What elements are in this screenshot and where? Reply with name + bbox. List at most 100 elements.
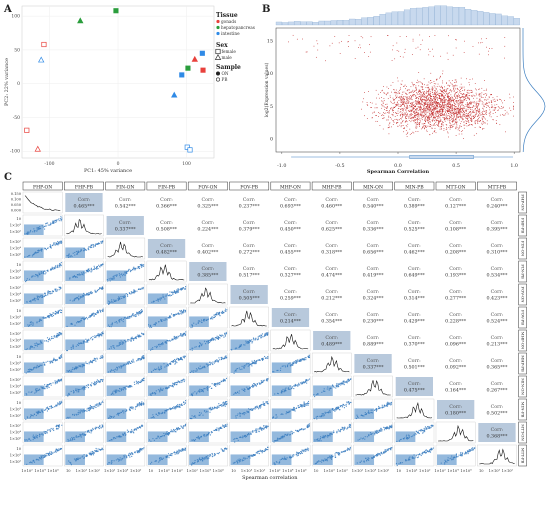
matrix-scatter-dense-region — [271, 362, 292, 373]
expr-point — [405, 118, 407, 120]
matrix-cell — [188, 329, 228, 352]
expr-point — [440, 107, 442, 109]
matrix-scatter-point — [209, 364, 211, 366]
matrix-scatter-point — [60, 355, 62, 357]
expr-point — [432, 104, 434, 106]
expr-point — [463, 138, 464, 139]
matrix-row-header-box — [518, 352, 527, 375]
expr-point — [459, 125, 461, 127]
expr-point — [459, 126, 461, 128]
expr-point — [464, 116, 466, 117]
expr-point — [425, 87, 427, 88]
matrix-corr-label: Corr: — [408, 197, 421, 203]
expr-point — [424, 94, 426, 95]
expr-point — [386, 106, 388, 107]
expr-point — [431, 110, 433, 112]
expr-point — [423, 116, 425, 118]
expr-point — [407, 89, 408, 91]
expr-point — [411, 107, 413, 109]
expr-point — [408, 110, 410, 112]
expr-point — [416, 113, 418, 115]
matrix-scatter-point — [256, 339, 258, 341]
expr-top-histogram-bar — [373, 16, 380, 26]
expr-point — [385, 93, 387, 95]
expr-point — [431, 127, 433, 129]
expr-point — [417, 118, 419, 120]
matrix-scatter-point — [138, 312, 140, 314]
expr-point — [493, 101, 495, 102]
expr-point — [441, 123, 443, 125]
matrix-scatter-points — [24, 332, 63, 351]
expr-point — [469, 95, 471, 96]
expr-point — [451, 118, 452, 120]
matrix-corr-label: Corr: — [449, 358, 462, 364]
matrix-cell — [146, 283, 187, 306]
expr-point — [455, 104, 457, 105]
expr-point — [439, 119, 441, 121]
matrix-scatter-point — [96, 243, 99, 245]
matrix-scatter-point — [174, 314, 176, 316]
expr-point — [416, 120, 418, 122]
matrix-scatter-point — [49, 244, 51, 246]
matrix-scatter-point — [130, 315, 132, 317]
expr-point — [422, 101, 423, 103]
matrix-scatter-point — [100, 356, 102, 358]
expr-point — [437, 116, 439, 118]
expr-point — [461, 101, 463, 103]
expr-point — [415, 94, 417, 96]
matrix-scatter-point — [131, 361, 134, 363]
expr-point — [405, 96, 407, 98]
expr-point — [402, 114, 403, 115]
expr-point — [483, 120, 485, 122]
matrix-col-header-box — [187, 181, 228, 191]
matrix-cell: Corr:0.259*** — [280, 289, 302, 302]
expr-point — [484, 103, 486, 105]
expr-point — [494, 108, 496, 110]
matrix-scatter-point — [95, 243, 97, 245]
expr-point — [450, 112, 452, 114]
matrix-scatter-point — [96, 312, 98, 314]
matrix-scatter-point — [140, 335, 142, 337]
expr-point — [438, 92, 440, 94]
matrix-scatter-point — [169, 316, 172, 318]
expr-point — [410, 111, 412, 113]
expr-point — [404, 99, 405, 100]
expr-point — [393, 112, 394, 114]
matrix-cell: Corr:0.395*** — [486, 220, 508, 233]
expr-point — [381, 105, 383, 107]
expr-point — [418, 123, 420, 124]
matrix-col-header-box — [477, 181, 517, 191]
expr-point — [383, 106, 385, 108]
expr-point — [452, 105, 453, 106]
matrix-scatter-point — [50, 362, 52, 364]
matrix-cell: Corr:0.108*** — [445, 220, 467, 233]
expr-point — [375, 103, 377, 105]
expr-point — [449, 118, 450, 120]
expr-point — [470, 107, 471, 108]
expr-point — [418, 89, 420, 91]
expr-point — [412, 94, 414, 96]
matrix-scatter-point — [208, 339, 210, 341]
matrix-scatter-point — [56, 381, 58, 383]
expr-point — [416, 126, 418, 128]
matrix-diagonal-panel — [311, 352, 352, 375]
expr-point — [446, 107, 448, 109]
matrix-scatter-point — [252, 363, 254, 365]
expr-point — [411, 104, 413, 106]
expr-point — [446, 102, 448, 104]
expr-point — [396, 123, 397, 124]
expr-point — [457, 114, 459, 116]
matrix-corr-value: 0.212*** — [321, 296, 343, 302]
matrix-corr-label: Corr: — [201, 266, 214, 272]
expr-point — [499, 98, 500, 100]
expr-point — [484, 80, 485, 82]
expr-point — [401, 118, 402, 120]
expr-point — [462, 94, 463, 95]
matrix-scatter-point — [94, 384, 96, 386]
expr-point — [455, 79, 457, 81]
expr-point — [409, 110, 411, 112]
matrix-scatter-point — [292, 361, 294, 364]
matrix-scatter-point — [220, 335, 222, 337]
expr-point — [430, 124, 432, 125]
matrix-scatter-point — [87, 294, 89, 296]
